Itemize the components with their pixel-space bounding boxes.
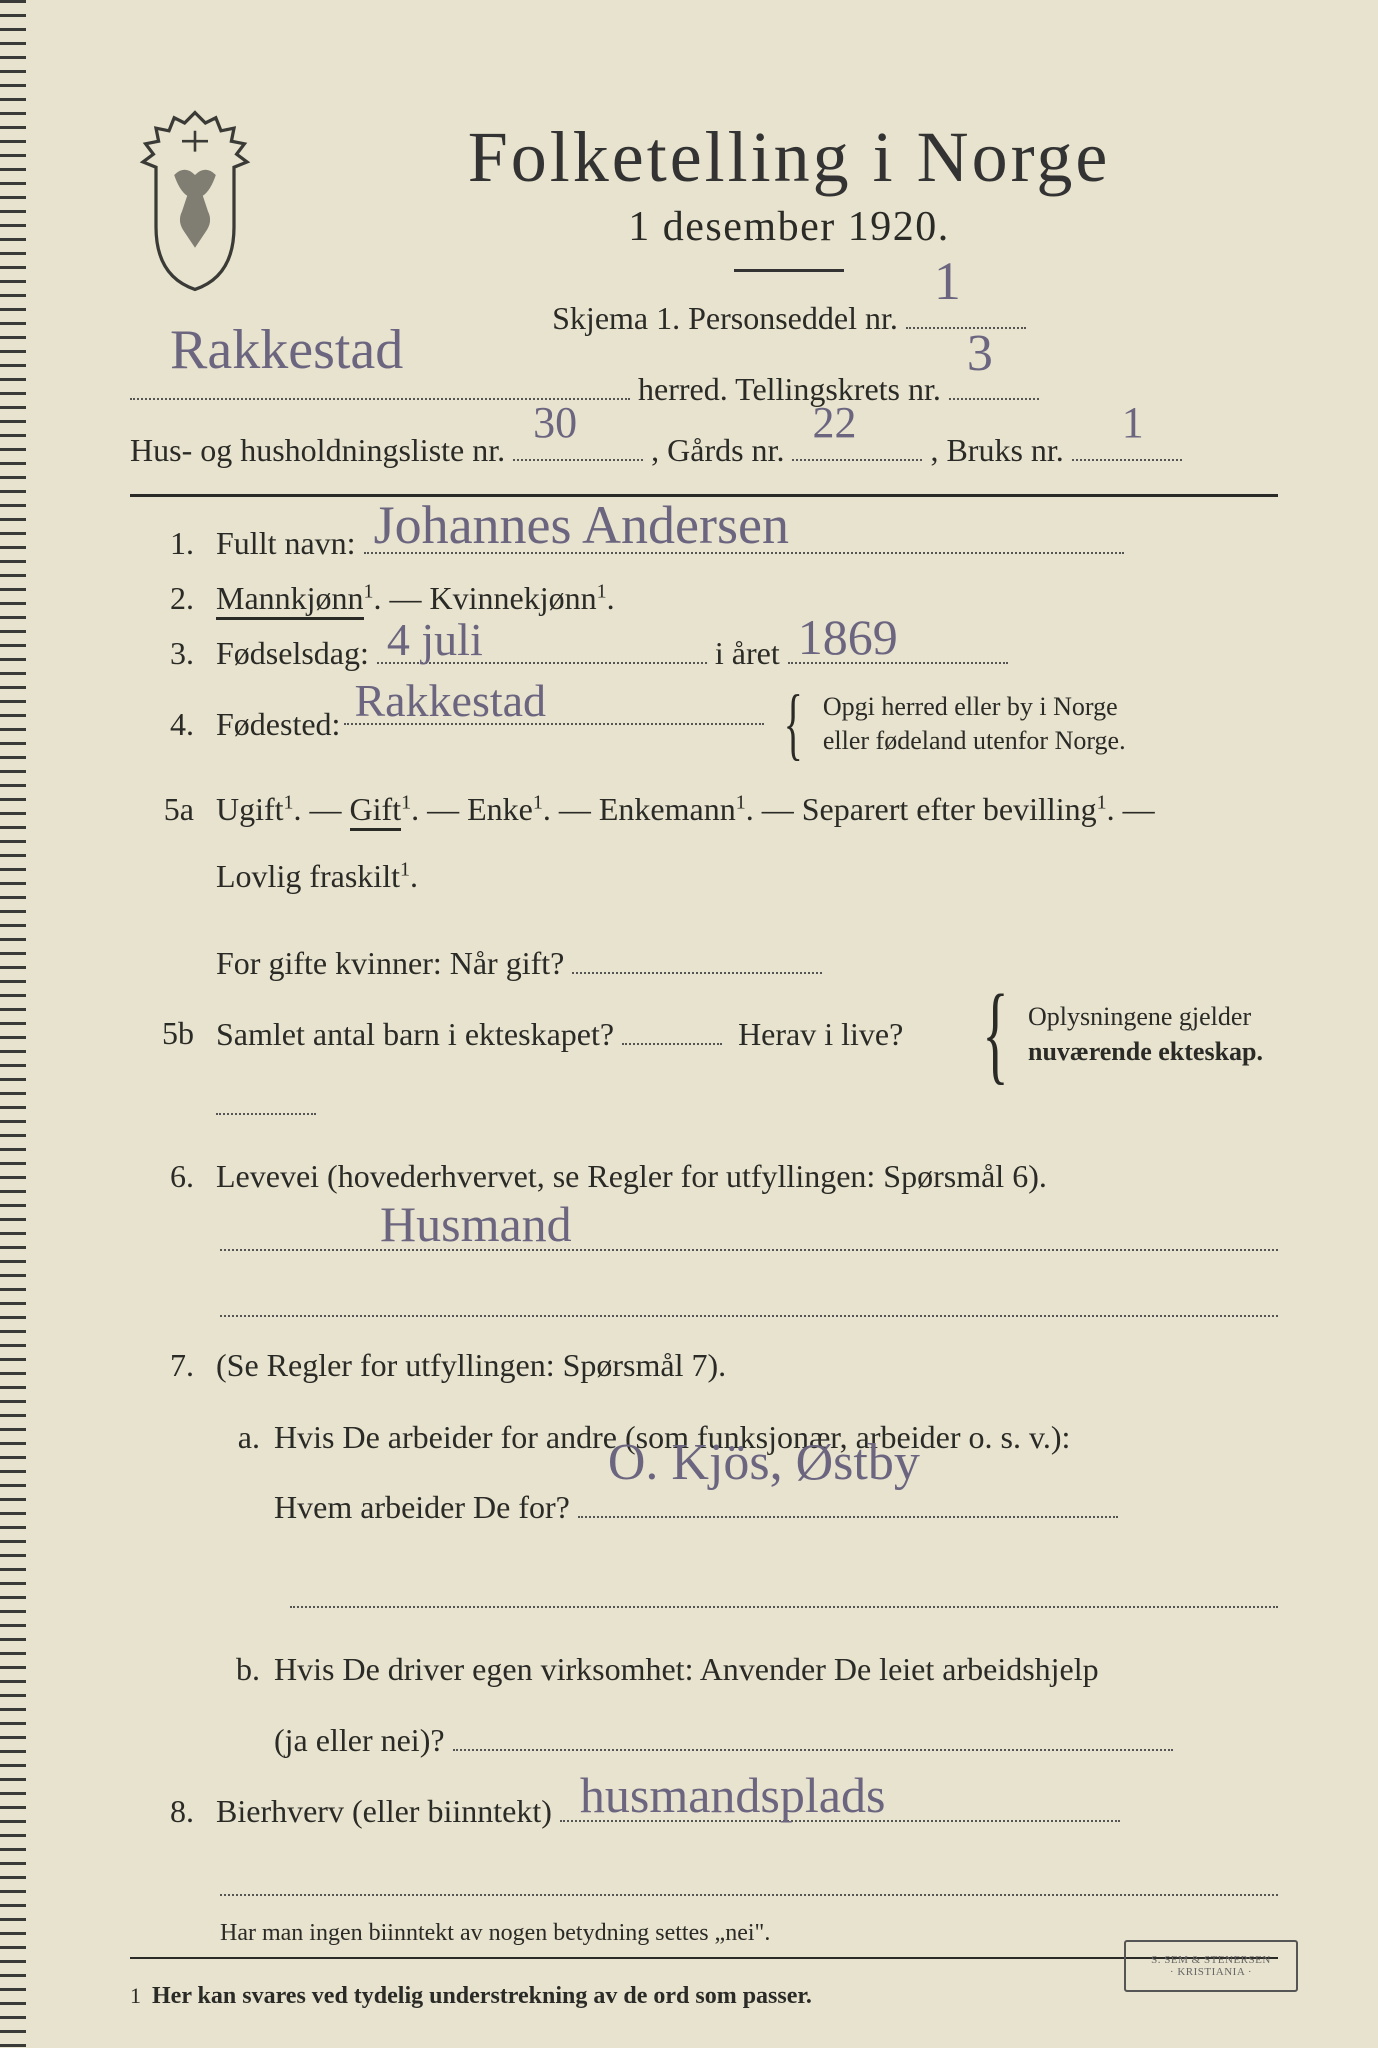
q6-num: 6. bbox=[130, 1158, 202, 1195]
q2-num: 2. bbox=[130, 580, 202, 617]
gards-nr: 22 bbox=[812, 381, 856, 465]
brace-icon: { bbox=[982, 1006, 1008, 1061]
footnote-1: Har man ingen biinntekt av nogen betydni… bbox=[220, 1920, 1278, 1947]
stamp-l2: · KRISTIANIA · bbox=[1170, 1966, 1252, 1978]
q7-label: (Se Regler for utfyllingen: Spørsmål 7). bbox=[216, 1347, 726, 1383]
q1-row: 1. Fullt navn: Johannes Andersen bbox=[130, 525, 1278, 562]
q6-fill: Husmand bbox=[220, 1219, 1278, 1251]
q3-row: 3. Fødselsdag: 4 juli i året 1869 bbox=[130, 635, 1278, 672]
q4-note: Opgi herred eller by i Norge eller fødel… bbox=[823, 690, 1143, 758]
q3-day: 4 juli bbox=[387, 613, 483, 666]
q8-row: 8. Bierhverv (eller biinntekt) husmandsp… bbox=[130, 1793, 1278, 1830]
q6-row: 6. Levevei (hovederhvervet, se Regler fo… bbox=[130, 1158, 1278, 1195]
q6-value: Husmand bbox=[380, 1195, 572, 1253]
q8-label: Bierhverv (eller biinntekt) bbox=[216, 1793, 552, 1829]
q6-label: Levevei (hovederhvervet, se Regler for u… bbox=[216, 1158, 1047, 1194]
coat-of-arms-icon bbox=[130, 110, 260, 292]
stamp-l1: S. SEM & STENERSEN bbox=[1151, 1954, 1271, 1966]
census-form-page: Folketelling i Norge 1 desember 1920. Sk… bbox=[0, 0, 1378, 2048]
gards-label: , Gårds nr. bbox=[651, 432, 784, 468]
q5a-num: 5a bbox=[130, 791, 202, 828]
q7-row: 7. (Se Regler for utfyllingen: Spørsmål … bbox=[130, 1347, 1278, 1384]
q5a-enke: Enke bbox=[467, 791, 533, 827]
q2-kvinne: Kvinnekjønn bbox=[430, 580, 597, 616]
herred-line: Rakkestad herred. Tellingskrets nr. 3 bbox=[130, 359, 1278, 420]
q3-aret: i året bbox=[715, 635, 780, 671]
form-date: 1 desember 1920. bbox=[300, 203, 1278, 251]
brace-icon: { bbox=[784, 704, 803, 744]
q7a-num: a. bbox=[216, 1419, 260, 1456]
q5a-enkemann: Enkemann bbox=[599, 791, 736, 827]
q5b-l2b: Herav i live? bbox=[738, 1016, 903, 1052]
herred-value: Rakkestad bbox=[170, 297, 403, 403]
q5a-row: 5a Ugift1. — Gift1. — Enke1. — Enkemann1… bbox=[130, 776, 1278, 910]
q3-label: Fødselsdag: bbox=[216, 635, 369, 671]
q1-label: Fullt navn: bbox=[216, 525, 356, 561]
hus-nr: 30 bbox=[533, 381, 577, 465]
divider bbox=[130, 1957, 1278, 1959]
q5b-row: 5b For gifte kvinner: Når gift? Samlet a… bbox=[130, 928, 1278, 1139]
q8-value: husmandsplads bbox=[580, 1766, 886, 1824]
q4-value: Rakkestad bbox=[354, 674, 546, 727]
q2-row: 2. Mannkjønn1. — . — Kvinnekjønn1. bbox=[130, 580, 1278, 617]
q1-value: Johannes Andersen bbox=[374, 494, 789, 556]
q5b-l1: For gifte kvinner: Når gift? bbox=[216, 945, 564, 981]
q4-num: 4. bbox=[130, 706, 202, 743]
personseddel-line: Skjema 1. Personseddel nr. 1 bbox=[300, 288, 1278, 349]
skjema-label: Skjema 1. Personseddel nr. bbox=[552, 300, 898, 336]
q8-num: 8. bbox=[130, 1793, 202, 1830]
q7b2: (ja eller nei)? bbox=[274, 1722, 445, 1758]
title-rule bbox=[734, 269, 844, 272]
q7b-num: b. bbox=[216, 1651, 260, 1688]
q2-mann: Mannkjønn bbox=[216, 580, 364, 620]
q7a-value: O. Kjös, Østby bbox=[608, 1406, 920, 1520]
form-title: Folketelling i Norge bbox=[300, 116, 1278, 199]
q6-fill2 bbox=[220, 1285, 1278, 1317]
q7b-row: b. Hvis De driver egen virksomhet: Anven… bbox=[130, 1634, 1278, 1775]
bruks-label: , Bruks nr. bbox=[930, 432, 1063, 468]
herred-label: herred. Tellingskrets nr. bbox=[638, 371, 941, 407]
footnote-2: 1 Her kan svares ved tydelig understrekn… bbox=[130, 1983, 1278, 2010]
q3-num: 3. bbox=[130, 635, 202, 672]
q7-num: 7. bbox=[130, 1347, 202, 1384]
q4-label: Fødested: bbox=[216, 706, 340, 743]
q8-fill2 bbox=[220, 1864, 1278, 1896]
tellingskrets-nr: 3 bbox=[967, 305, 993, 404]
personseddel-nr: 1 bbox=[934, 230, 961, 333]
q5a-ugift: Ugift bbox=[216, 791, 284, 827]
q7a2: Hvem arbeider De for? bbox=[274, 1489, 570, 1525]
q5b-l2a: Samlet antal barn i ekteskapet? bbox=[216, 1016, 614, 1052]
q7a-fill2 bbox=[290, 1576, 1278, 1608]
bruks-nr: 1 bbox=[1122, 381, 1144, 465]
q7b1: Hvis De driver egen virksomhet: Anvender… bbox=[274, 1651, 1099, 1687]
q5a-sep: Separert efter bevilling bbox=[802, 791, 1097, 827]
hus-label: Hus- og husholdningsliste nr. bbox=[130, 432, 505, 468]
q5b-note: Oplysningene gjelder nuværende ekteskap. bbox=[1028, 999, 1278, 1069]
printer-stamp: S. SEM & STENERSEN · KRISTIANIA · bbox=[1124, 1940, 1298, 1992]
q5b-num: 5b bbox=[130, 1015, 202, 1052]
q5a-lov: Lovlig fraskilt bbox=[216, 858, 400, 894]
q7a-row: a. Hvis De arbeider for andre (som funks… bbox=[130, 1402, 1278, 1543]
q3-year: 1869 bbox=[798, 608, 898, 666]
q1-num: 1. bbox=[130, 525, 202, 562]
q5a-gift: Gift bbox=[350, 791, 402, 831]
hus-line: Hus- og husholdningsliste nr. 30 , Gårds… bbox=[130, 420, 1278, 481]
page-perforation bbox=[0, 0, 26, 2048]
q4-row: 4. Fødested: Rakkestad { Opgi herred ell… bbox=[130, 690, 1278, 758]
